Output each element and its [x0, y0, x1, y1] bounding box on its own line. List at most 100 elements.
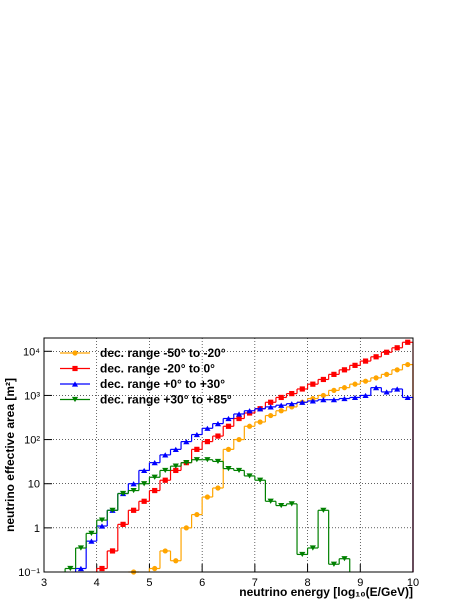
marker — [394, 345, 400, 351]
marker — [404, 394, 411, 401]
marker — [225, 415, 232, 422]
marker — [152, 487, 158, 494]
marker — [214, 421, 222, 427]
marker — [257, 406, 264, 412]
marker — [351, 394, 359, 401]
marker — [183, 525, 189, 531]
x-tick-label: 7 — [252, 577, 258, 589]
marker — [373, 375, 379, 381]
marker — [162, 548, 168, 554]
y-axis-label: neutrino effective area [m²] — [3, 378, 17, 532]
legend-marker — [72, 350, 78, 356]
plot-area — [44, 338, 413, 572]
marker — [268, 412, 274, 419]
marker — [236, 415, 242, 422]
marker — [405, 339, 411, 345]
marker — [225, 423, 232, 429]
legend-marker — [71, 381, 79, 387]
marker — [225, 446, 232, 452]
marker — [330, 561, 338, 567]
marker — [362, 378, 369, 384]
marker — [383, 389, 390, 395]
marker — [289, 391, 295, 397]
marker — [215, 433, 221, 439]
marker — [235, 411, 243, 417]
marker — [130, 481, 137, 487]
marker — [67, 565, 74, 572]
marker — [331, 387, 337, 394]
marker — [119, 490, 127, 497]
x-tick-label: 5 — [146, 577, 152, 589]
marker — [320, 376, 326, 383]
marker — [352, 362, 358, 368]
marker — [151, 474, 158, 480]
marker — [341, 367, 348, 373]
y-tick-label: 10³ — [24, 390, 40, 402]
marker — [299, 551, 306, 558]
marker — [278, 408, 284, 414]
marker — [384, 371, 390, 377]
y-tick-label: 10² — [24, 435, 40, 447]
marker — [88, 538, 95, 544]
marker — [384, 349, 390, 355]
plot-frame — [43, 337, 414, 573]
marker — [204, 457, 211, 463]
legend-marker — [72, 365, 78, 372]
y-tick-label: 10 — [28, 479, 40, 491]
marker — [193, 457, 200, 463]
marker — [172, 446, 179, 452]
marker — [215, 485, 221, 491]
marker — [267, 498, 274, 504]
marker — [162, 467, 169, 474]
series — [64, 457, 351, 572]
marker — [130, 487, 137, 494]
marker — [405, 361, 411, 368]
marker — [236, 436, 242, 443]
marker — [204, 494, 211, 500]
marker — [362, 392, 369, 399]
marker — [172, 463, 179, 469]
legend-marker — [71, 396, 79, 403]
marker — [131, 507, 137, 513]
x-axis-label: neutrino energy [log₁₀(E/GeV)] — [239, 585, 413, 599]
marker — [278, 402, 285, 408]
marker — [204, 438, 211, 445]
marker — [362, 358, 369, 364]
marker — [394, 367, 400, 373]
marker — [309, 398, 316, 404]
marker — [120, 521, 126, 527]
marker — [98, 517, 106, 523]
marker — [162, 452, 169, 458]
marker — [109, 507, 116, 513]
series — [75, 385, 414, 572]
marker — [194, 511, 200, 518]
marker — [183, 460, 190, 466]
marker — [330, 397, 338, 403]
marker — [162, 477, 168, 483]
x-tick-label: 10 — [407, 577, 419, 589]
marker — [77, 565, 84, 572]
marker — [257, 419, 263, 425]
legend-label: dec. range +0° to +30° — [100, 377, 225, 391]
marker — [173, 558, 179, 564]
marker — [320, 507, 327, 513]
marker — [193, 431, 200, 438]
marker — [151, 460, 158, 466]
marker — [278, 502, 285, 509]
marker — [309, 545, 316, 551]
legend-label: dec. range +30° to +85° — [100, 393, 232, 407]
marker — [268, 399, 274, 405]
marker — [320, 392, 326, 399]
marker — [204, 425, 211, 431]
marker — [257, 477, 264, 483]
marker — [267, 404, 274, 410]
marker — [394, 386, 401, 392]
marker — [299, 386, 305, 392]
marker — [341, 556, 348, 562]
marker — [373, 354, 379, 360]
marker — [373, 385, 380, 391]
marker — [288, 401, 295, 407]
marker — [331, 371, 337, 377]
marker — [141, 467, 148, 474]
